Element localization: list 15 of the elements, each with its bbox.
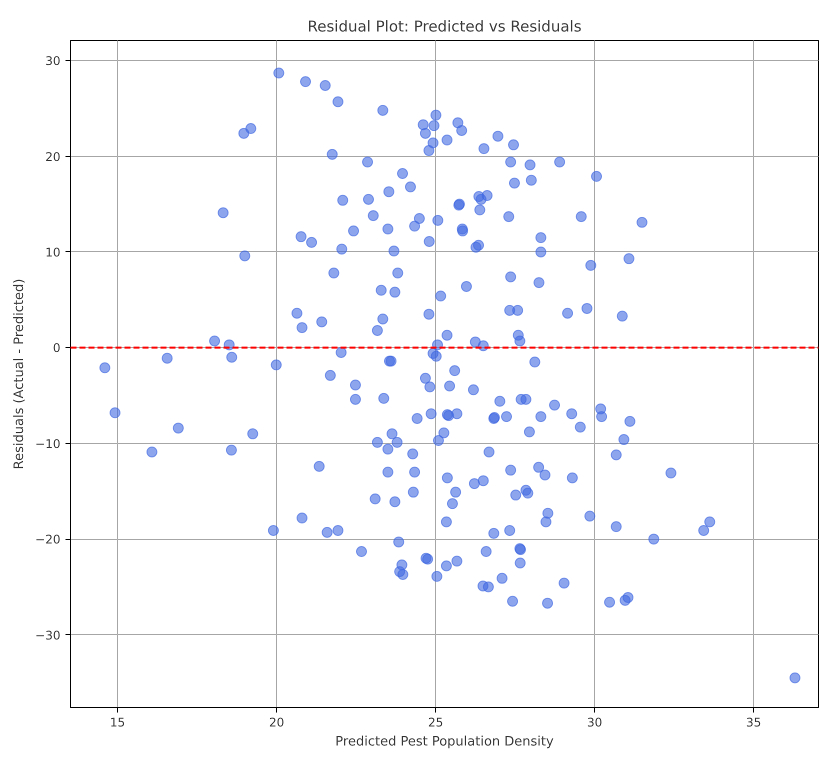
y-tick-label: −10	[35, 436, 61, 451]
x-tick-label: 30	[586, 716, 602, 730]
y-tick-label: 20	[45, 150, 61, 164]
x-axis-title: Predicted Pest Population Density	[335, 734, 554, 750]
y-tick-label: 0	[52, 341, 61, 356]
x-tick-label: 20	[268, 716, 284, 730]
x-tick-label: 35	[746, 716, 762, 730]
y-tick-label: −30	[35, 628, 61, 642]
x-tick-label: 25	[428, 716, 444, 730]
chart-title: Residual Plot: Predicted vs Residuals	[307, 18, 582, 36]
x-tick-label: 15	[110, 716, 126, 730]
y-tick-label: 30	[45, 54, 61, 68]
y-tick-label: −20	[35, 532, 61, 547]
y-tick-label: 10	[45, 245, 61, 260]
y-axis-title: Residuals (Actual - Predicted)	[12, 278, 28, 470]
